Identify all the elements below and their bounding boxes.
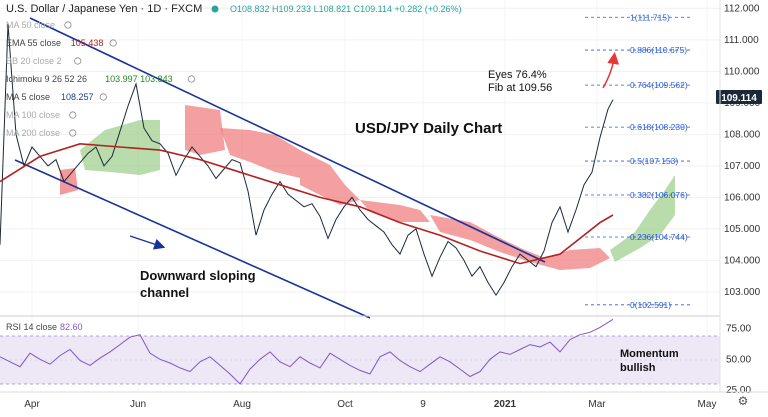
channel-label-2: channel [140, 285, 189, 300]
chart-title: USD/JPY Daily Chart [355, 120, 502, 137]
time-tick-label: 9 [420, 399, 426, 410]
fib-level-label: 0.236(104.744) [630, 232, 688, 242]
indicator-name: BB 20 close 2 [6, 56, 62, 66]
gear-icon[interactable]: ⚙ [738, 394, 749, 408]
fib-level-label: 0.764(109.562) [630, 80, 688, 90]
price-line [0, 24, 614, 297]
rsi-axis: 75.00 50.00 25.00 [726, 324, 751, 396]
eye-icon [64, 21, 72, 29]
downward-channel [14, 17, 546, 319]
fib-level-label: 0(102.591) [630, 300, 671, 310]
target-arrow [602, 52, 620, 89]
eyes-label-2: Fib at 109.56 [488, 82, 552, 94]
indicator-name: MA 5 close [6, 92, 50, 102]
time-tick-label: Mar [588, 399, 606, 410]
time-tick-label: May [698, 399, 717, 410]
price-series [0, 24, 614, 297]
price-axis: 112.000111.000110.000109.000108.000107.0… [724, 3, 761, 298]
indicator-name: MA 100 close [6, 110, 60, 120]
fibonacci-levels: 1(111.715) 0.886(110.675) 0.764(109.562) 0.… [585, 12, 690, 310]
current-price-text: 109.114 [721, 93, 757, 104]
symbol-title: U.S. Dollar / Japanese Yen · 1D · FXCM [6, 3, 202, 15]
indicator-value: 108.257 [61, 92, 94, 102]
indicator-name: Ichimoku 9 26 52 26 [6, 74, 87, 84]
time-axis: Apr Jun Aug Oct 9 2021 Mar May [0, 391, 768, 410]
ohlc-values: O108.832 H109.233 L108.821 C109.114 +0.2… [230, 4, 462, 14]
fib-level-label: 0.618(108.230) [630, 122, 688, 132]
indicator-value: 103.997 103.843 [105, 74, 173, 84]
time-tick-label: Jun [130, 399, 146, 410]
price-tick-label: 110.000 [724, 66, 760, 77]
indicator-name: EMA 55 close [6, 38, 61, 48]
time-tick-label: Oct [337, 399, 353, 410]
current-price-badge: 109.114 [716, 90, 762, 104]
ema-line [0, 142, 614, 265]
eye-icon [99, 93, 107, 101]
channel-direction-arrow [129, 235, 166, 250]
price-tick-label: 111.000 [724, 35, 759, 46]
time-tick-label: Aug [233, 399, 251, 410]
fib-level-label: 0.886(110.675) [630, 45, 687, 55]
eye-icon [187, 75, 196, 83]
rsi-tick-label: 25.00 [726, 385, 751, 396]
rsi-line [0, 318, 614, 385]
eye-icon [74, 57, 82, 65]
price-tick-label: 112.000 [724, 3, 760, 14]
rsi-tick-label: 75.00 [726, 324, 751, 335]
chart-header: U.S. Dollar / Japanese Yen · 1D · FXCM O… [6, 3, 462, 15]
price-tick-label: 106.000 [724, 192, 761, 203]
momentum-label-2: bullish [620, 362, 656, 374]
time-tick-label: Apr [24, 399, 40, 410]
eye-icon [69, 129, 77, 137]
rsi-line-group [0, 318, 614, 385]
channel-label-1: Downward sloping [140, 268, 256, 283]
indicator-value: 105.438 [71, 38, 104, 48]
price-tick-label: 108.000 [724, 129, 761, 140]
fib-level-label: 1(111.715) [630, 12, 670, 22]
price-tick-label: 107.000 [724, 161, 761, 172]
price-tick-label: 103.000 [724, 287, 761, 298]
rsi-tick-label: 50.00 [726, 354, 751, 365]
eye-icon [69, 111, 77, 119]
market-status-icon [211, 5, 219, 13]
indicator-name: MA 50 close [6, 20, 55, 30]
time-tick-label: 2021 [494, 399, 517, 410]
indicator-name: MA 200 close [6, 128, 60, 138]
rsi-pane: RSI 14 close 82.60 Momentum bullish 75.0… [0, 315, 751, 396]
eyes-label-1: Eyes 76.4% [488, 69, 547, 81]
grid [0, 0, 720, 392]
eye-icon [109, 39, 117, 47]
indicator-legend: MA 50 close EMA 55 close 105.438 BB 20 clos… [6, 20, 196, 138]
momentum-label-1: Momentum [620, 348, 679, 360]
fib-level-label: 0.382(106.076) [630, 190, 688, 200]
price-tick-label: 105.000 [724, 224, 761, 235]
annotations: USD/JPY Daily Chart Downward sloping cha… [140, 69, 552, 300]
rsi-label: RSI 14 close [6, 322, 57, 332]
fib-level-label: 0.5(107.153) [630, 156, 678, 166]
rsi-value: 82.60 [60, 322, 83, 332]
price-tick-label: 104.000 [724, 255, 761, 266]
